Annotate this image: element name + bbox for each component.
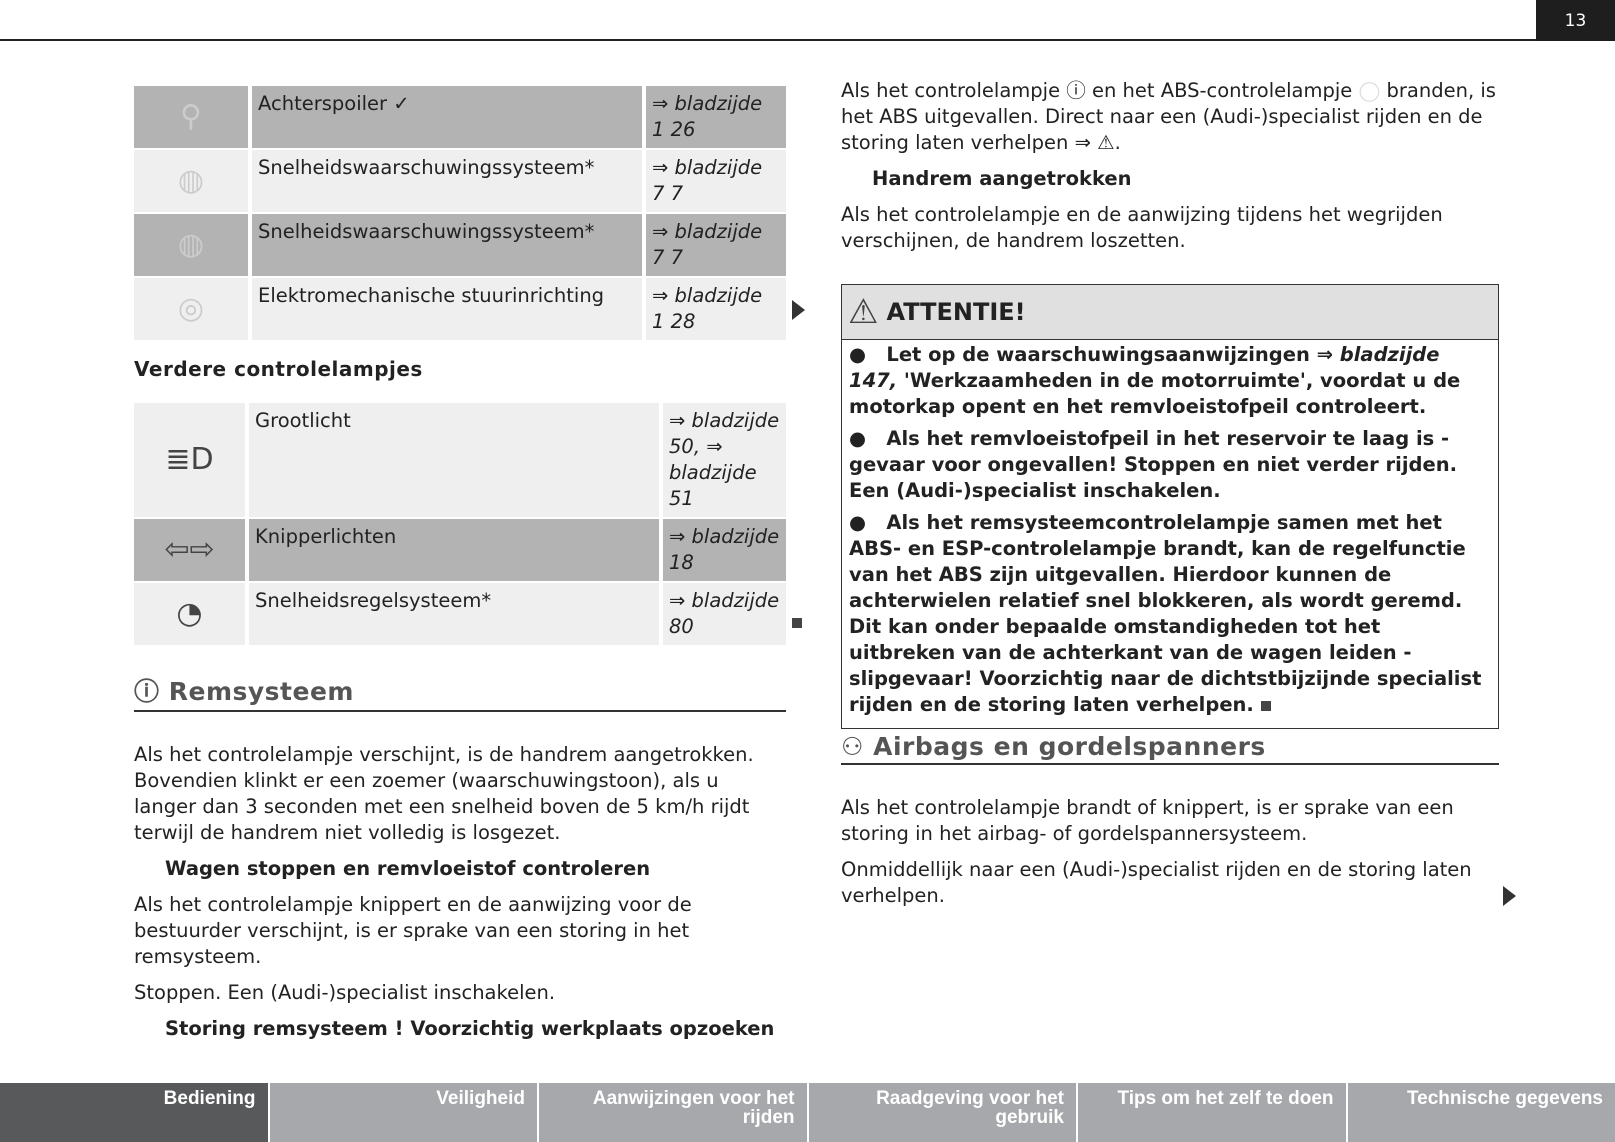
table-row: ◍ Snelheidswaarschuwingssysteem* ⇒ bladzij… bbox=[134, 150, 786, 214]
airbag-icon: ⚇ bbox=[841, 732, 864, 761]
high-beam-icon: ≣D bbox=[134, 403, 249, 519]
table-row: ◔ Snelheidsregelsysteem* ⇒ bladzijde 80 bbox=[134, 583, 786, 647]
continue-arrow-icon bbox=[1503, 886, 1516, 906]
page-reference[interactable]: ⇒ bladzijde 7 7 bbox=[646, 150, 786, 214]
brake-lamp-icon: ⓘ bbox=[1066, 79, 1086, 102]
subheading: Wagen stoppen en remvloeistof controlere… bbox=[165, 857, 651, 880]
section-heading: Verdere controlelampjes bbox=[134, 357, 423, 381]
chapter-tabs: Bediening Veiligheid Aanwijzingen voor het… bbox=[0, 1083, 1615, 1142]
subheading: Storing remsysteem ! Voorzichtig werkpla… bbox=[165, 1017, 775, 1040]
indicator-name: Snelheidswaarschuwingssysteem* bbox=[252, 214, 646, 278]
chapter-tab[interactable]: Raadgeving voor het gebruik bbox=[808, 1083, 1076, 1142]
chapter-tab[interactable]: Technische gegevens bbox=[1347, 1083, 1615, 1142]
paragraph: Als het controlelampje verschijnt, is de… bbox=[134, 743, 754, 844]
page-number: 13 bbox=[1536, 0, 1615, 41]
end-mark-icon bbox=[792, 618, 802, 628]
header-rule bbox=[0, 39, 1536, 41]
indicator-table-1: ⚲ Achterspoiler ✓ ⇒ bladzijde 1 26 ◍ Snelhei… bbox=[134, 86, 786, 342]
indicator-name: Elektromechanische stuurinrichting bbox=[252, 278, 646, 342]
bullet-item: ● Als het remvloeistofpeil in het reserv… bbox=[849, 427, 1457, 502]
brake-warning-icon: ⓘ bbox=[134, 677, 160, 706]
paragraph: Als het controlelampje ⓘ en het ABS-cont… bbox=[841, 79, 1496, 154]
airbags-heading: ⚇ Airbags en gordelspanners bbox=[841, 732, 1499, 765]
paragraph: Als het controlelampje brandt of knipper… bbox=[841, 796, 1454, 845]
indicator-name: Knipperlichten bbox=[249, 519, 663, 583]
page-reference[interactable]: ⇒ bladzijde 7 7 bbox=[646, 214, 786, 278]
warning-triangle-icon: ⚠ bbox=[848, 292, 879, 332]
steering-wheel-icon: ◎ bbox=[134, 278, 252, 342]
page-reference[interactable]: ⇒ bladzijde 1 28 bbox=[646, 278, 786, 342]
table-row: ◎ Elektromechanische stuurinrichting ⇒ bla… bbox=[134, 278, 786, 342]
rear-spoiler-icon: ⚲ bbox=[134, 86, 252, 150]
indicator-name: Snelheidswaarschuwingssysteem* bbox=[252, 150, 646, 214]
table-row: ≣D Grootlicht ⇒ bladzijde 50, ⇒ bladzijde … bbox=[134, 403, 786, 519]
indicator-name: Snelheidsregelsysteem* bbox=[249, 583, 663, 647]
subheading: Handrem aangetrokken bbox=[872, 167, 1132, 190]
attention-box: ⚠ ATTENTIE! ● Let op de waarschuwingsaanw… bbox=[841, 284, 1499, 729]
paragraph: Onmiddellijk naar een (Audi-)specialist … bbox=[841, 858, 1472, 907]
paragraph: Als het controlelampje en de aanwijzing … bbox=[841, 203, 1443, 252]
brake-system-heading: ⓘ Remsysteem bbox=[134, 672, 786, 712]
chapter-tab[interactable]: Aanwijzingen voor het rijden bbox=[539, 1083, 807, 1142]
table-row: ◍ Snelheidswaarschuwingssysteem* ⇒ bladzij… bbox=[134, 214, 786, 278]
page-reference[interactable]: ⇒ bladzijde 18 bbox=[663, 519, 786, 583]
cruise-control-icon: ◔ bbox=[134, 583, 249, 647]
turn-signal-icon: ⇦⇨ bbox=[134, 519, 249, 583]
indicator-table-2: ≣D Grootlicht ⇒ bladzijde 50, ⇒ bladzijde … bbox=[134, 403, 786, 647]
paragraph: Als het controlelampje knippert en de aa… bbox=[134, 893, 692, 968]
page-reference[interactable]: ⇒ bladzijde 50, ⇒ bladzijde 51 bbox=[663, 403, 786, 519]
warning-triangle-icon: ⚠ bbox=[1097, 131, 1115, 154]
bullet-item: ● Als het remsysteemcontrolelampje samen… bbox=[849, 511, 1482, 716]
chapter-tab[interactable]: Veiligheid bbox=[269, 1083, 537, 1142]
page-reference[interactable]: ⇒ bladzijde 1 26 bbox=[646, 86, 786, 150]
page-reference[interactable]: ⇒ bladzijde 80 bbox=[663, 583, 786, 647]
table-row: ⚲ Achterspoiler ✓ ⇒ bladzijde 1 26 bbox=[134, 86, 786, 150]
paragraph: Stoppen. Een (Audi-)specialist inschakel… bbox=[134, 981, 556, 1004]
bullet-item: ● Let op de waarschuwingsaanwijzingen ⇒ … bbox=[849, 343, 1461, 418]
speed-warning-icon: ◍ bbox=[134, 214, 252, 278]
continue-arrow-icon bbox=[792, 300, 805, 320]
indicator-name: Grootlicht bbox=[249, 403, 663, 519]
speed-warning-icon: ◍ bbox=[134, 150, 252, 214]
end-mark-icon bbox=[1260, 701, 1271, 711]
chapter-tab[interactable]: Tips om het zelf te doen bbox=[1078, 1083, 1346, 1142]
chapter-tab[interactable]: Bediening bbox=[0, 1083, 268, 1142]
table-row: ⇦⇨ Knipperlichten ⇒ bladzijde 18 bbox=[134, 519, 786, 583]
indicator-name: Achterspoiler ✓ bbox=[252, 86, 646, 150]
abs-lamp-icon: ◯ bbox=[1358, 79, 1381, 102]
